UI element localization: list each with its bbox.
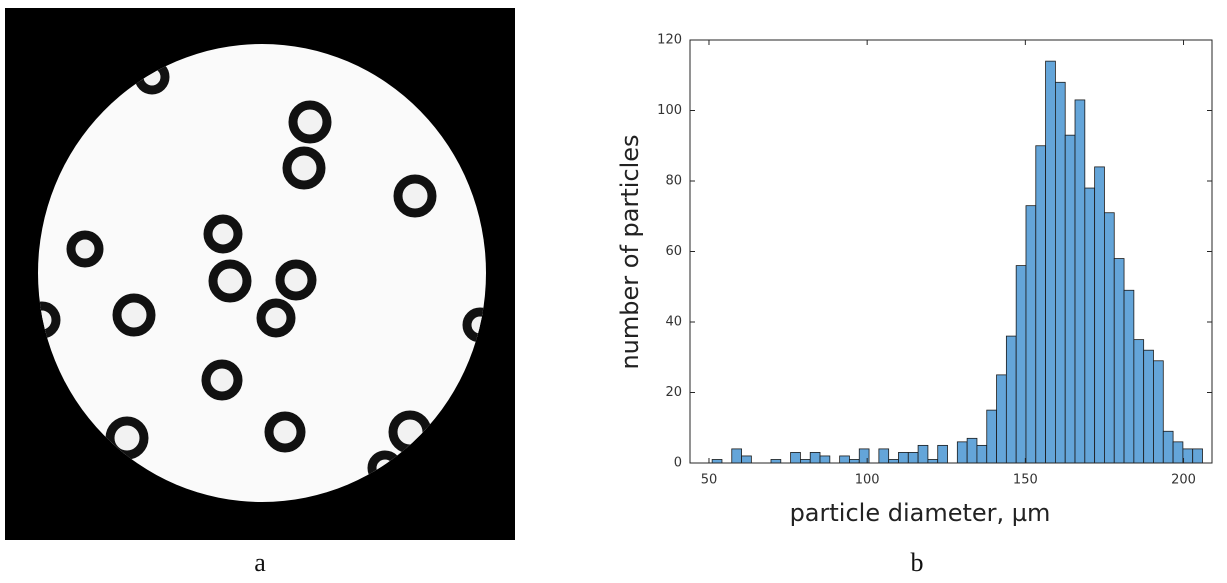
particle xyxy=(280,264,312,296)
bar xyxy=(879,449,889,463)
bar xyxy=(957,442,967,463)
bar xyxy=(987,410,997,463)
bar xyxy=(1085,188,1095,463)
particle xyxy=(398,179,432,213)
y-tick-label: 120 xyxy=(657,33,682,48)
bar xyxy=(1055,82,1065,463)
bar xyxy=(1065,135,1075,463)
particle xyxy=(293,105,327,139)
particle xyxy=(269,416,301,448)
bar xyxy=(898,452,908,463)
x-axis-label: particle diameter, µm xyxy=(790,499,1051,527)
bar xyxy=(1144,350,1154,463)
bar xyxy=(997,375,1007,463)
bar xyxy=(771,459,781,463)
bar xyxy=(1124,290,1134,463)
particle xyxy=(208,219,238,249)
bar xyxy=(1173,442,1183,463)
bar xyxy=(1075,100,1085,463)
bar xyxy=(1016,266,1026,463)
x-tick-label: 150 xyxy=(1013,473,1038,488)
y-axis-label: number of particles xyxy=(616,134,644,369)
bar xyxy=(928,459,938,463)
micrograph xyxy=(5,8,515,540)
bar xyxy=(938,445,948,463)
particle xyxy=(206,364,238,396)
bar xyxy=(849,459,859,463)
bar xyxy=(1183,449,1193,463)
bar xyxy=(889,459,899,463)
particle xyxy=(117,298,151,332)
y-tick-label: 60 xyxy=(665,244,682,259)
bar xyxy=(1134,340,1144,463)
y-tick-label: 20 xyxy=(665,385,682,400)
bar xyxy=(908,452,918,463)
bar xyxy=(1163,431,1173,463)
x-tick-label: 200 xyxy=(1171,473,1196,488)
bar xyxy=(732,449,742,463)
bar xyxy=(800,459,810,463)
bar xyxy=(977,445,987,463)
bar xyxy=(1114,259,1124,463)
bar xyxy=(1036,146,1046,463)
figure: a b particle diameter, µm number of part… xyxy=(0,0,1227,579)
x-tick-label: 100 xyxy=(855,473,880,488)
panel-label: a xyxy=(254,548,266,577)
bar xyxy=(1006,336,1016,463)
y-tick-label: 80 xyxy=(665,174,682,189)
bar xyxy=(1104,213,1114,463)
y-tick-label: 100 xyxy=(657,103,682,118)
particle xyxy=(71,235,99,263)
particle xyxy=(213,264,247,298)
page: a b particle diameter, µm number of part… xyxy=(0,0,1227,583)
bar xyxy=(1046,61,1056,463)
bar xyxy=(1153,361,1163,463)
bar xyxy=(742,456,752,463)
bar xyxy=(791,452,801,463)
particle xyxy=(261,303,291,333)
bar xyxy=(918,445,928,463)
bar xyxy=(820,456,830,463)
y-tick-label: 40 xyxy=(665,315,682,330)
panel-label: b xyxy=(911,548,924,577)
bar xyxy=(840,456,850,463)
bar xyxy=(1193,449,1203,463)
bar xyxy=(1095,167,1105,463)
x-tick-label: 50 xyxy=(701,473,718,488)
particle xyxy=(287,151,321,185)
y-tick-label: 0 xyxy=(674,456,682,471)
bar xyxy=(1026,206,1036,463)
bar xyxy=(712,459,722,463)
bar xyxy=(810,452,820,463)
bar xyxy=(967,438,977,463)
